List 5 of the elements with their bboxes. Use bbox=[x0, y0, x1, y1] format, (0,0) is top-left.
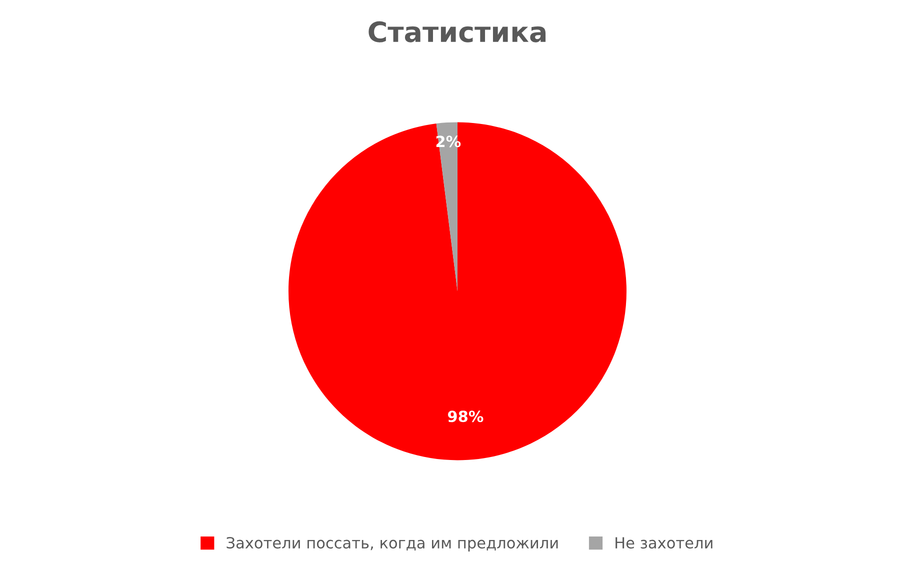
legend-label: Захотели поссать, когда им предложили bbox=[226, 537, 558, 552]
legend-label: Не захотели bbox=[616, 537, 712, 549]
data-label: 98% bbox=[448, 410, 484, 422]
chart-title: Статистика bbox=[368, 21, 546, 42]
pie-slice bbox=[288, 122, 627, 460]
